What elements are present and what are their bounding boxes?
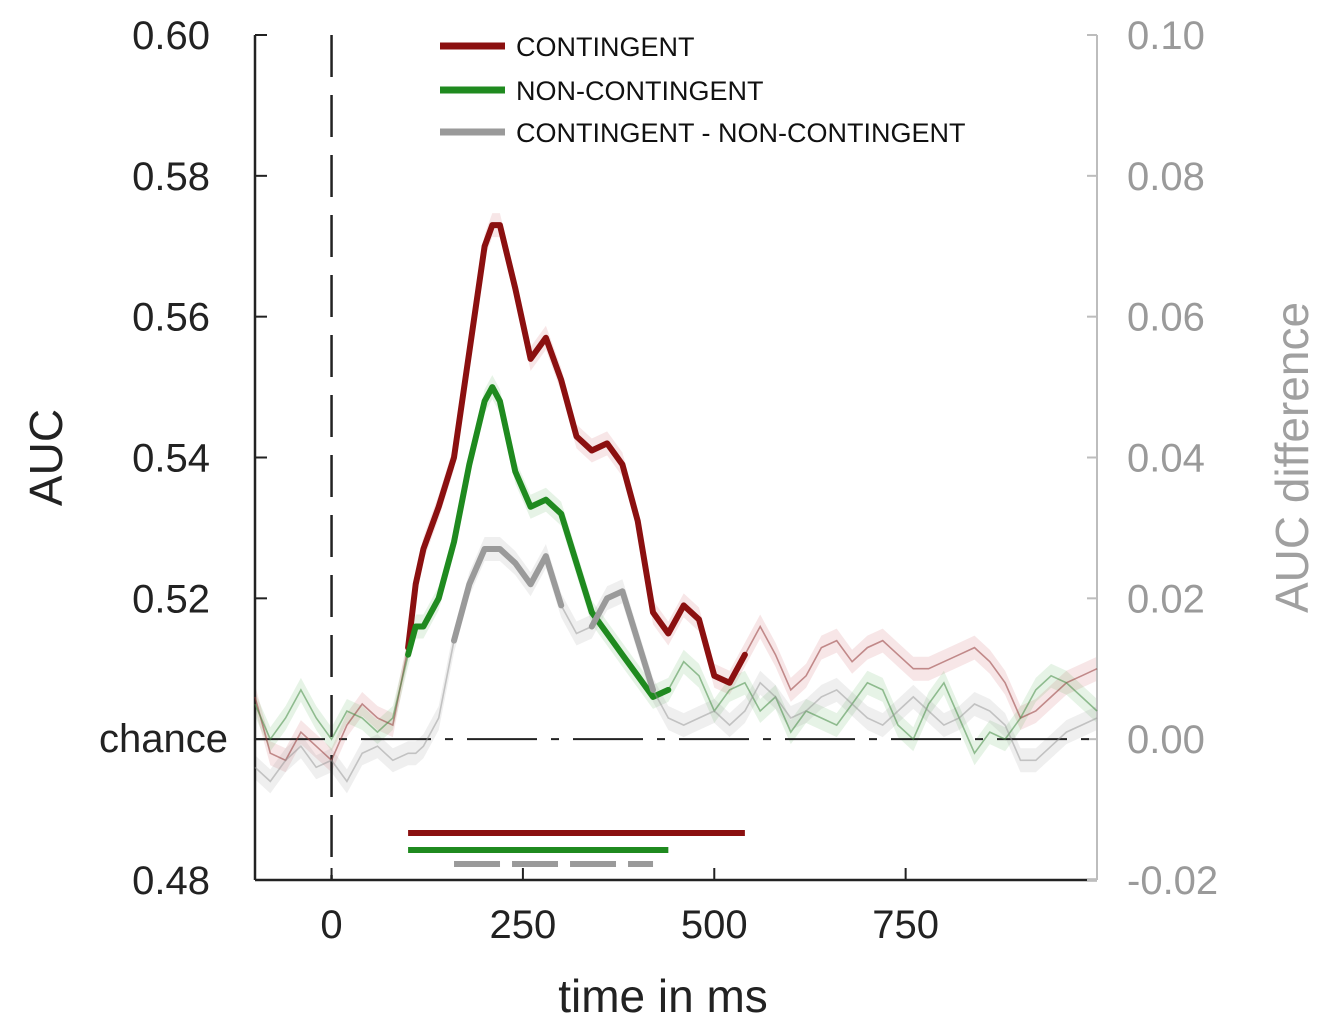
y-tick-label: 0.56 <box>132 296 210 340</box>
y-tick-label: 0.58 <box>132 155 210 199</box>
axes: 0.48 0.52 0.54 0.56 0.58 0.60 chance -0.02 0.00 0… <box>20 14 1318 1022</box>
chance-label: chance <box>99 717 228 761</box>
series-line-significant-contingent <box>405 222 748 686</box>
x-tick-label: 750 <box>872 903 939 947</box>
x-tick-label: 250 <box>490 903 557 947</box>
series-lines <box>254 222 1098 783</box>
confidence-band-contingent <box>255 213 1097 773</box>
y-tick-label: 0.54 <box>132 437 210 481</box>
y-right-tick-label: 0.08 <box>1127 155 1205 199</box>
y-tick-label: 0.52 <box>132 577 210 621</box>
y-right-tick-label: 0.10 <box>1127 14 1205 58</box>
x-tick-label: 500 <box>681 903 748 947</box>
legend-label-contingent: CONTINGENT <box>516 32 695 62</box>
confidence-bands <box>255 213 1097 794</box>
x-tick-label: 0 <box>320 903 342 947</box>
series-line-significant-difference <box>588 588 656 693</box>
y-right-axis-title: AUC difference <box>1266 302 1318 613</box>
y-axis-title: AUC <box>20 409 72 506</box>
y-right-tick-label: 0.06 <box>1127 296 1205 340</box>
series-line-significant-noncontingent <box>405 384 672 700</box>
y-right-tick-label: 0.00 <box>1127 718 1205 762</box>
series-line-significant-difference <box>451 546 565 644</box>
legend: CONTINGENT NON-CONTINGENT CONTINGENT - NON… <box>440 32 965 148</box>
significance-bars <box>408 830 745 867</box>
y-right-tick-label: 0.02 <box>1127 577 1205 621</box>
y-right-tick-label: -0.02 <box>1127 859 1218 903</box>
legend-label-noncontingent: NON-CONTINGENT <box>516 76 763 106</box>
legend-label-difference: CONTINGENT - NON-CONTINGENT <box>516 118 965 148</box>
y-right-tick-label: 0.04 <box>1127 437 1205 481</box>
y-tick-label: 0.48 <box>132 859 210 903</box>
y-tick-label: 0.60 <box>132 14 210 58</box>
x-axis-title: time in ms <box>558 970 768 1022</box>
series-line-thin-difference <box>254 548 1098 783</box>
